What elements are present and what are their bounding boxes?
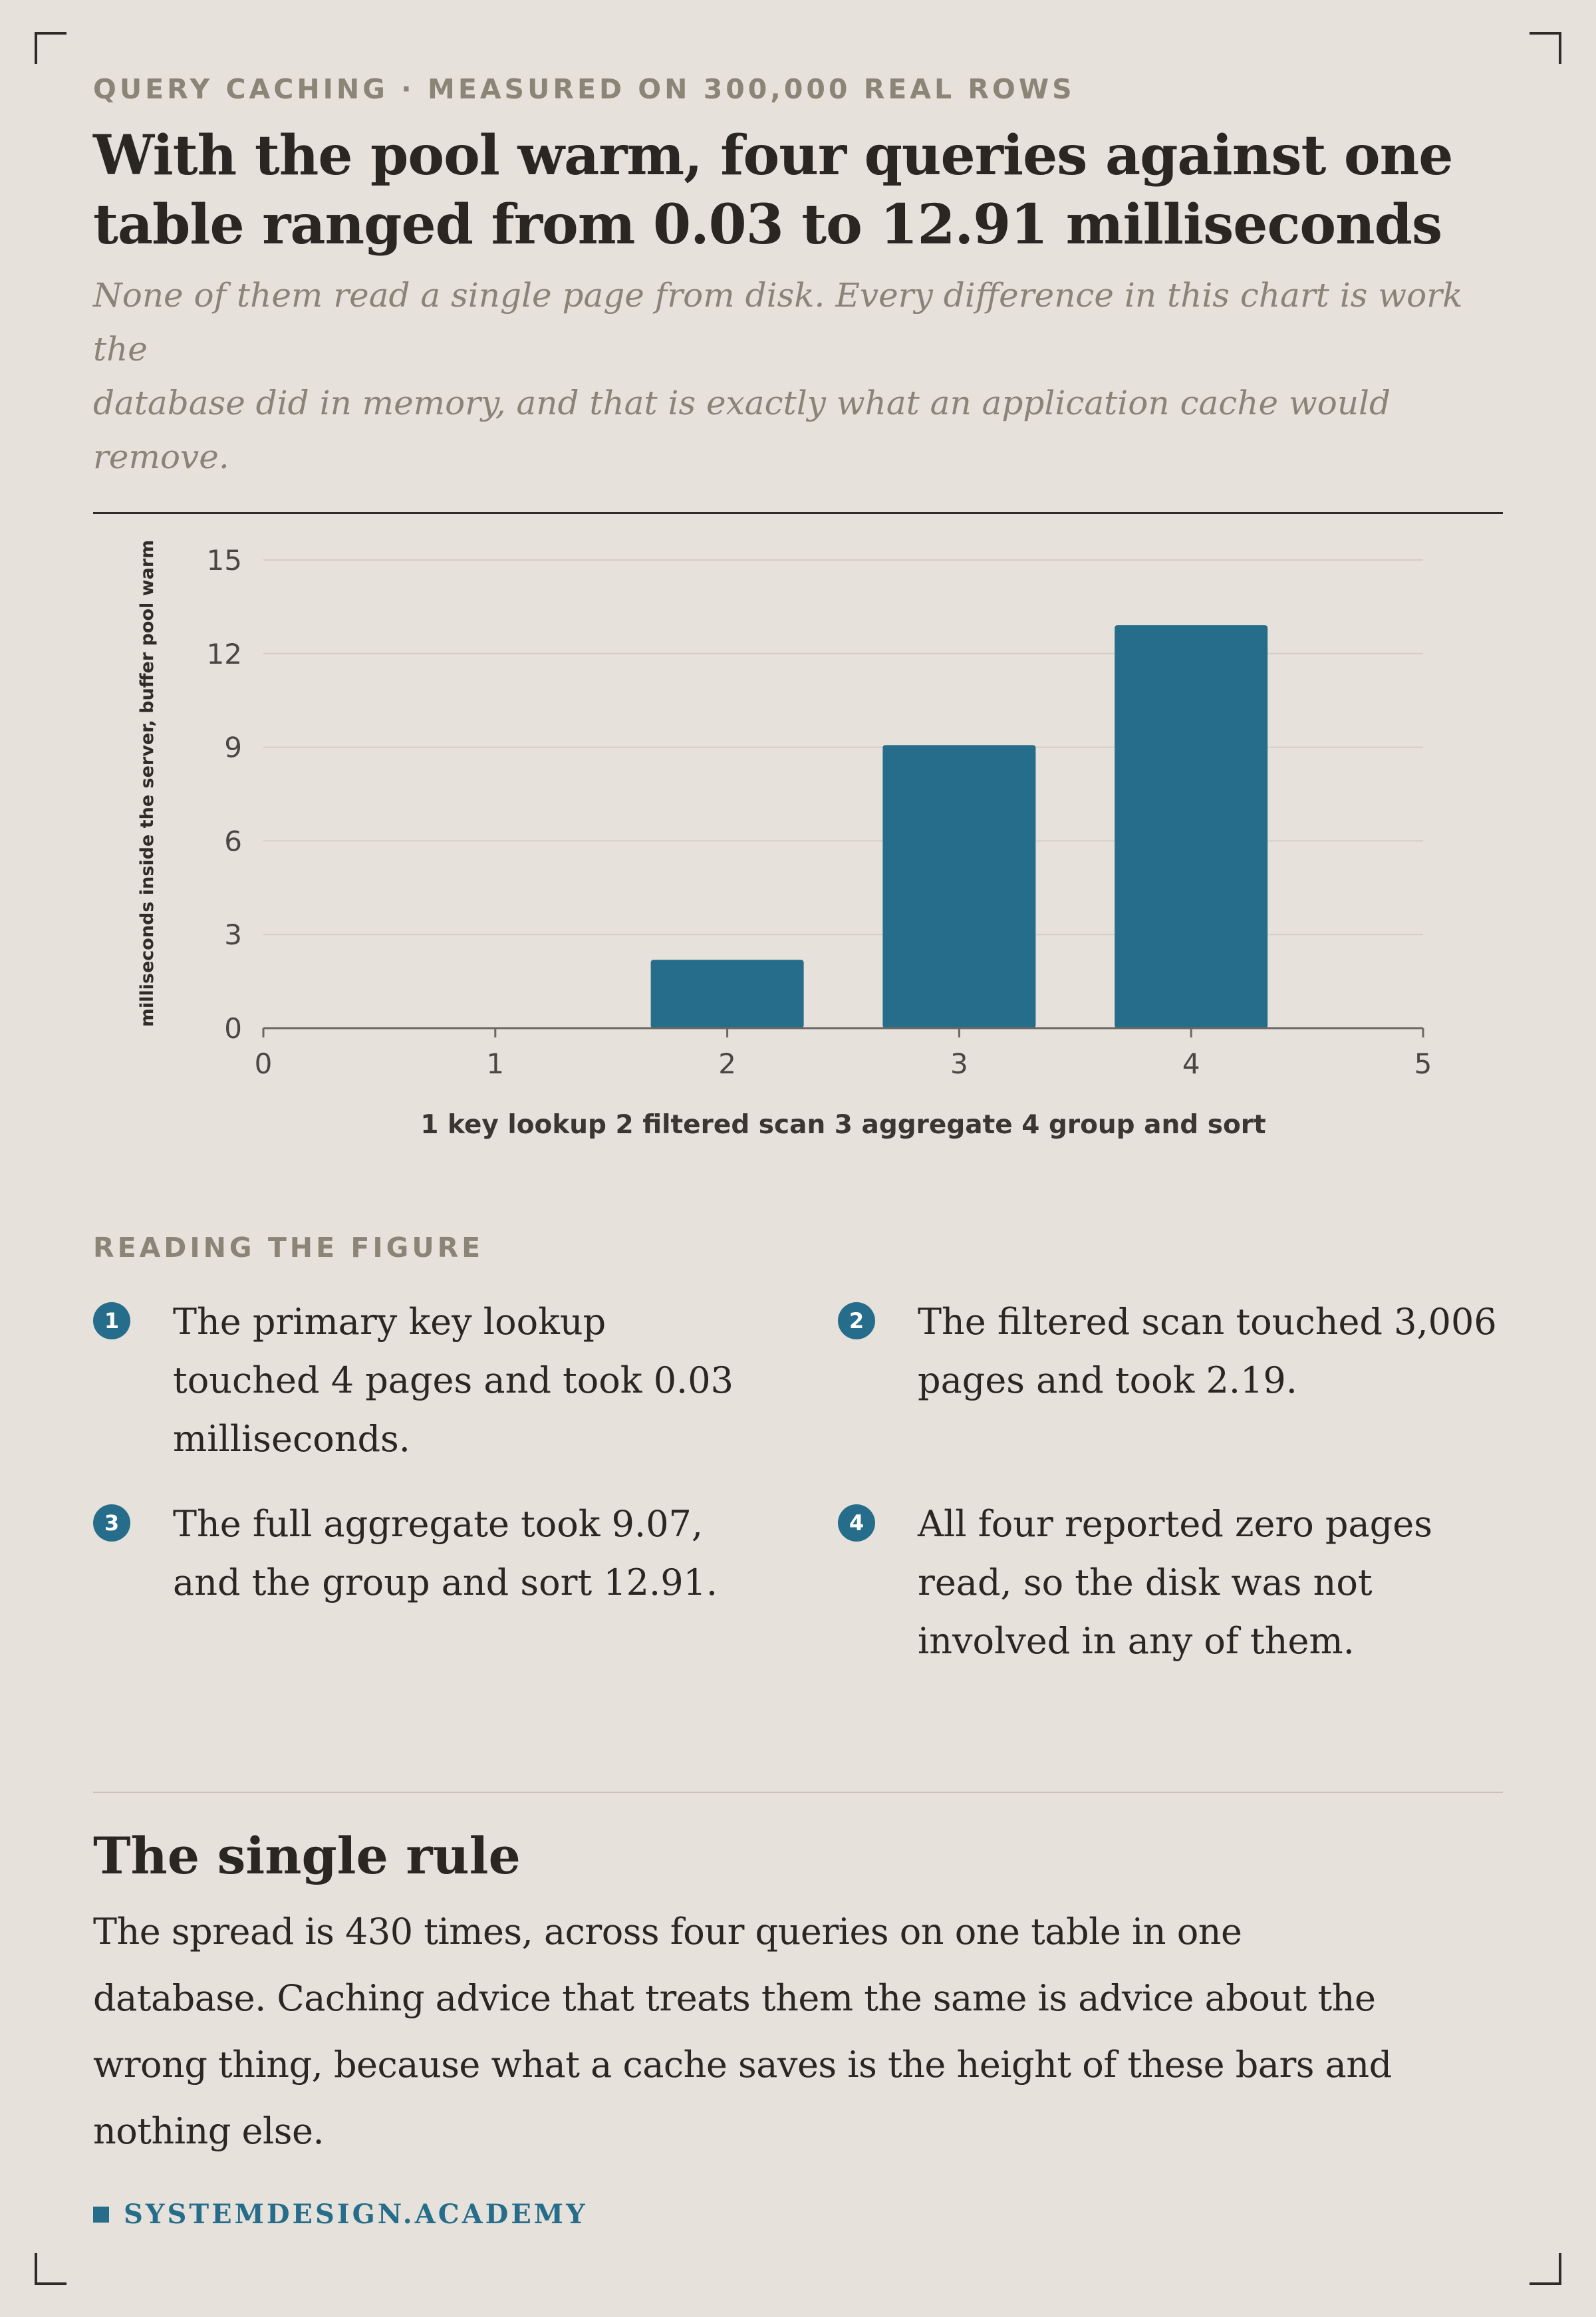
note-number-badge: 2 [838, 1302, 875, 1339]
subtitle: None of them read a single page from dis… [93, 269, 1503, 484]
note-line: pages and took 2.19. [918, 1359, 1297, 1401]
note-line: involved in any of them. [918, 1620, 1355, 1662]
y-tick-label: 9 [224, 732, 242, 764]
note-text: All four reported zero pages read, so the… [918, 1495, 1432, 1671]
note-text: The primary key lookup touched 4 pages an… [173, 1293, 733, 1468]
subtitle-line-2: database did in memory, and that is exac… [93, 384, 1391, 422]
note-3: 3 The full aggregate took 9.07, and the gr… [93, 1495, 758, 1612]
header-divider [93, 512, 1503, 514]
brand-square-icon [93, 2206, 109, 2223]
x-axis-label: 1 key lookup 2 filtered scan 3 aggregate… [420, 1110, 1265, 1140]
note-line: The full aggregate took 9.07, [173, 1503, 704, 1545]
x-tick-label: 1 [486, 1047, 504, 1080]
note-line: All four reported zero pages [918, 1503, 1432, 1545]
x-tick-label: 2 [718, 1047, 736, 1080]
y-tick-label: 6 [224, 825, 242, 857]
corner-mark-top-left [35, 32, 66, 64]
corner-mark-top-right [1530, 32, 1561, 64]
header: QUERY CACHING · MEASURED ON 300,000 REAL… [93, 73, 1503, 514]
note-text: The full aggregate took 9.07, and the gro… [173, 1495, 718, 1612]
title-line-2: table ranged from 0.03 to 12.91 millisec… [93, 193, 1442, 257]
subtitle-line-1: None of them read a single page from dis… [93, 276, 1463, 368]
y-tick-label: 15 [207, 544, 242, 577]
note-2: 2 The filtered scan touched 3,006 pages an… [838, 1293, 1503, 1410]
note-line: read, so the disk was not [918, 1562, 1373, 1603]
note-line: The primary key lookup [173, 1301, 606, 1343]
bars [418, 625, 1268, 1028]
notes-list: 1 The primary key lookup touched 4 pages a… [93, 1293, 1503, 1718]
eyebrow: QUERY CACHING · MEASURED ON 300,000 REAL… [93, 73, 1075, 105]
rule-line: nothing else. [93, 2110, 325, 2152]
y-tick-labels: 0 3 6 9 12 15 [207, 544, 242, 1045]
y-tick-label: 12 [207, 638, 242, 670]
note-4: 4 All four reported zero pages read, so th… [838, 1495, 1503, 1671]
rule-heading: The single rule [93, 1826, 521, 1885]
grid-lines [263, 559, 1423, 936]
note-1: 1 The primary key lookup touched 4 pages a… [93, 1293, 758, 1468]
y-tick-label: 0 [224, 1012, 242, 1045]
x-tick-label: 4 [1182, 1047, 1200, 1080]
note-line: touched 4 pages and took 0.03 [173, 1359, 733, 1401]
title-line-1: With the pool warm, four queries against… [93, 124, 1453, 188]
bar-4 [1115, 625, 1268, 1028]
x-tick-label: 3 [950, 1047, 968, 1080]
rule-line: wrong thing, because what a cache saves … [93, 2044, 1392, 2086]
y-axis-label: milliseconds inside the server, buffer p… [137, 540, 158, 1027]
rule-body: The spread is 430 times, across four que… [93, 1899, 1503, 2165]
bar-3 [882, 745, 1036, 1028]
x-tick-label: 5 [1414, 1047, 1432, 1080]
bar-1 [418, 1027, 572, 1028]
y-tick-label: 3 [224, 918, 242, 951]
section-divider [93, 1792, 1503, 1793]
note-line: milliseconds. [173, 1418, 410, 1460]
subtitle-line-3: remove. [93, 438, 229, 476]
bar-2 [650, 960, 804, 1028]
note-line: and the group and sort 12.91. [173, 1562, 718, 1603]
note-text: The filtered scan touched 3,006 pages and… [918, 1293, 1497, 1410]
corner-mark-bottom-left [35, 2253, 66, 2285]
note-number-badge: 4 [838, 1504, 875, 1542]
rule-section: The single rule The spread is 430 times,… [93, 1792, 1503, 2165]
x-tick-label: 0 [255, 1047, 273, 1080]
brand-name: SYSTEMDESIGN.ACADEMY [124, 2199, 588, 2230]
rule-line: The spread is 430 times, across four que… [93, 1911, 1242, 1953]
note-number-badge: 3 [93, 1504, 130, 1542]
note-line: The filtered scan touched 3,006 [918, 1301, 1497, 1343]
rule-line: database. Caching advice that treats the… [93, 1977, 1376, 2019]
section-label: READING THE FIGURE [93, 1232, 484, 1264]
corner-mark-bottom-right [1530, 2253, 1561, 2285]
brand: SYSTEMDESIGN.ACADEMY [93, 2199, 588, 2230]
axes [262, 1027, 1424, 1037]
note-number-badge: 1 [93, 1302, 130, 1339]
reading-the-figure: READING THE FIGURE 1 The primary key look… [93, 1232, 1503, 1718]
page-title: With the pool warm, four queries against… [93, 121, 1503, 259]
x-tick-labels: 0 1 2 3 4 5 [255, 1047, 1432, 1080]
